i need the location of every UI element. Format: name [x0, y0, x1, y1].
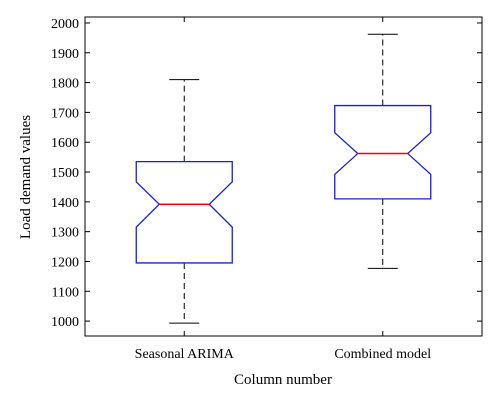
y-tick-label: 2000 — [51, 17, 79, 32]
y-tick-label: 1000 — [51, 315, 79, 330]
y-tick-label: 1300 — [51, 226, 79, 241]
y-tick-label: 1900 — [51, 47, 79, 62]
y-tick-label: 1100 — [52, 285, 79, 300]
y-tick-label: 1800 — [51, 77, 79, 92]
x-axis-ticks: Seasonal ARIMA Combined model — [135, 17, 431, 362]
y-tick-label: 1600 — [51, 136, 79, 151]
y-axis-ticks: 1000 1100 1200 1300 1400 1500 1600 1700 1800 1900… — [51, 17, 482, 330]
notched-box — [135, 160, 233, 264]
notched-box — [334, 104, 432, 200]
x-axis-label: Column number — [234, 372, 332, 388]
x-tick-label: Combined model — [334, 347, 431, 362]
y-tick-label: 1400 — [51, 196, 79, 211]
boxes-layer — [135, 33, 432, 324]
box-group — [135, 79, 233, 324]
plot-area-frame — [84, 16, 483, 337]
y-tick-label: 1500 — [51, 166, 79, 181]
y-axis-label: Load demand values — [18, 115, 34, 239]
y-tick-label: 1700 — [51, 106, 79, 121]
x-tick-label: Seasonal ARIMA — [135, 347, 235, 362]
box-group — [334, 33, 432, 269]
y-tick-label: 1200 — [51, 255, 79, 270]
